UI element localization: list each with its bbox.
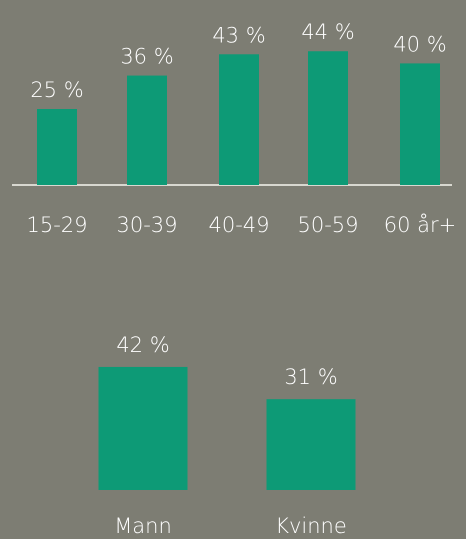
age-category-label-2: 40-49 <box>208 213 269 237</box>
age-bar-1 <box>127 75 167 185</box>
age-value-label-0: 25 % <box>30 78 83 102</box>
gender-category-label-0: Mann <box>114 514 172 538</box>
age-category-label-3: 50-59 <box>297 213 358 237</box>
gender-bar-1 <box>266 399 356 490</box>
age-category-label-4: 60 år+ <box>384 213 457 237</box>
age-category-label-0: 15-29 <box>26 213 87 237</box>
age-bar-2 <box>219 54 259 185</box>
age-category-label-1: 30-39 <box>116 213 177 237</box>
gender-value-label-0: 42 % <box>116 333 169 357</box>
gender-category-label-1: Kvinne <box>275 514 347 538</box>
age-group-bar-chart: 25 % 15-29 36 % 30-39 43 % 40-49 44 % 50-59 40 %… <box>12 20 456 237</box>
age-value-label-2: 43 % <box>212 23 265 47</box>
age-value-label-1: 36 % <box>120 45 173 69</box>
gender-value-label-1: 31 % <box>284 365 337 389</box>
age-bar-4 <box>400 63 440 185</box>
gender-bar-0 <box>98 366 188 490</box>
age-bar-3 <box>308 51 348 185</box>
age-value-label-3: 44 % <box>301 20 354 44</box>
age-value-label-4: 40 % <box>393 32 446 56</box>
age-bar-0 <box>37 109 77 185</box>
gender-bar-chart: 42 % Mann 31 % Kvinne <box>98 333 356 538</box>
